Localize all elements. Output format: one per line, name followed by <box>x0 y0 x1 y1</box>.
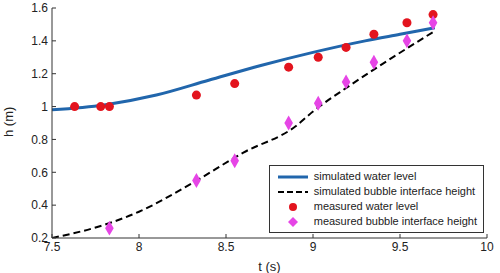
html-text:measured water level: measured water level <box>313 200 419 212</box>
svg-text:10: 10 <box>480 240 492 254</box>
html-text:measured bubble interface heig: measured bubble interface height <box>313 215 477 227</box>
svg-text:0.6: 0.6 <box>31 166 48 180</box>
svg-text:9: 9 <box>310 240 317 254</box>
svg-text:h (m): h (m) <box>8 107 16 137</box>
svg-text:1.2: 1.2 <box>31 67 48 81</box>
html-text:simulated water level: simulated water level <box>313 170 417 182</box>
svg-text:1.6: 1.6 <box>31 1 48 15</box>
svg-text:8: 8 <box>136 240 143 254</box>
html-text:simulated bubble interface hei: simulated bubble interface height <box>313 185 476 197</box>
svg-text:t (s): t (s) <box>258 259 280 273</box>
svg-text:9.5: 9.5 <box>392 240 409 254</box>
svg-text:1: 1 <box>41 100 48 114</box>
svg-text:7.5: 7.5 <box>43 239 61 254</box>
svg-text:0.4: 0.4 <box>31 198 48 212</box>
svg-text:8.5: 8.5 <box>218 240 235 254</box>
svg-text:0.8: 0.8 <box>31 133 48 147</box>
svg-text:0.2: 0.2 <box>31 231 48 245</box>
svg-text:1.4: 1.4 <box>31 34 48 48</box>
